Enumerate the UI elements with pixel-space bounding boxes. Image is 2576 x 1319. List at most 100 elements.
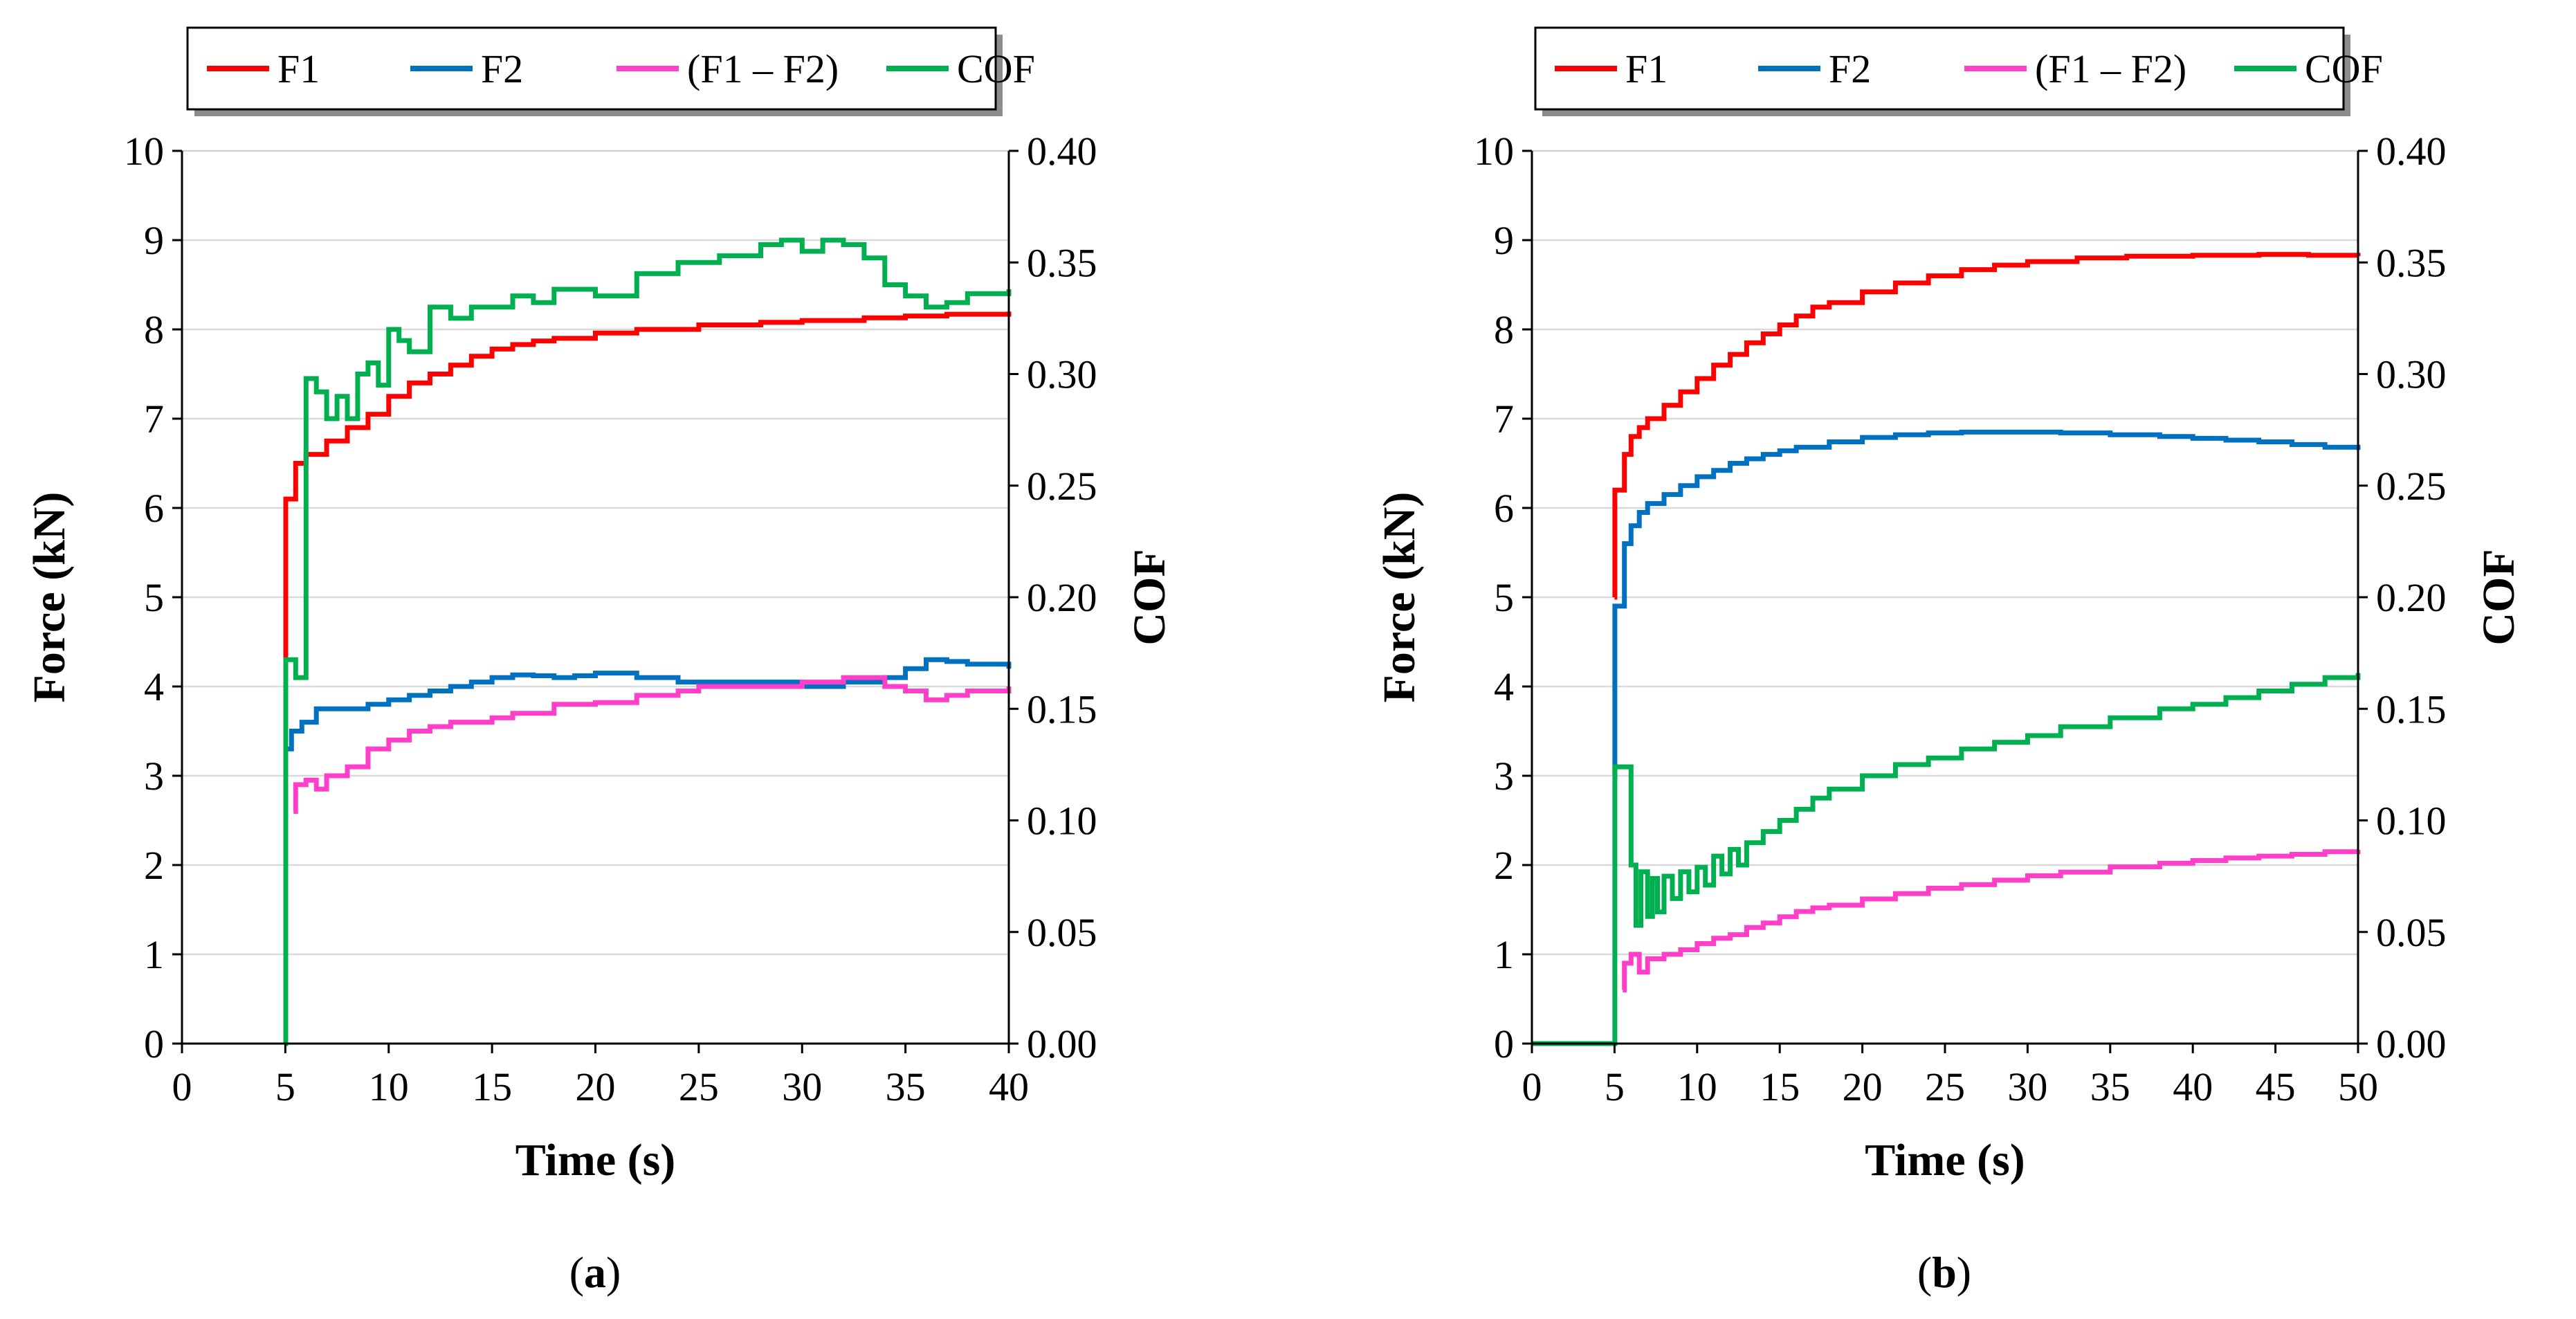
legend-box [1534,26,2345,111]
axes [1522,149,2368,1053]
y-tick-label: 7 [1494,397,1514,442]
y2-tick-label: 0.30 [1027,352,1097,397]
x-tick-label: 10 [1677,1064,1717,1109]
x-tick-labels: 0 5 10 15 20 25 30 35 40 [172,1064,1030,1109]
y2-axis-title: COF [2474,549,2524,645]
y2-tick-label: 0.15 [1027,686,1097,731]
y-tick-label: 4 [144,664,164,709]
y2-tick-labels: 0.00 0.05 0.10 0.15 0.20 0.25 0.30 0.35 0.40 [2376,129,2447,1066]
y-tick-label: 4 [1494,664,1514,709]
caption-letter: b [1932,1248,1957,1297]
x-tick-label: 30 [782,1064,822,1109]
y-tick-label: 5 [144,575,164,620]
x-tick-label: 0 [172,1064,192,1109]
y2-tick-label: 0.00 [2376,1021,2447,1066]
y2-tick-label: 0.40 [2376,129,2447,174]
y-tick-label: 8 [144,307,164,352]
x-tick-label: 40 [989,1064,1029,1109]
legend: F1 F2 (F1 – F2) COF [1534,26,2383,116]
x-tick-label: 15 [1760,1064,1800,1109]
y-tick-label: 2 [1494,843,1514,888]
y-tick-label: 5 [1494,575,1514,620]
y-tick-label: 3 [1494,754,1514,799]
legend-label: (F1 – F2) [2035,46,2186,91]
series-group [283,237,1012,1046]
y-axis-title: Force (kN) [24,492,75,703]
x-tick-label: 35 [2090,1064,2130,1109]
y-tick-label: 1 [144,932,164,977]
x-tick-label: 0 [1522,1064,1542,1109]
y2-tick-label: 0.20 [2376,575,2447,620]
series-line-cof [1532,673,2361,1046]
y2-tick-label: 0.10 [2376,799,2447,844]
x-tick-label: 25 [679,1064,719,1109]
y-tick-labels: 0 1 2 3 4 5 6 7 8 9 10 [1474,129,1514,1066]
y-tick-label: 2 [144,843,164,888]
x-tick-label: 15 [472,1064,512,1109]
legend-label: COF [2305,46,2383,91]
y-tick-label: 0 [1494,1021,1514,1066]
x-tick-label: 10 [369,1064,409,1109]
y2-tick-label: 0.00 [1027,1021,1097,1066]
legend: F1 F2 (F1 – F2) COF [186,26,1035,116]
legend-label: COF [957,46,1035,91]
y2-tick-label: 0.40 [1027,129,1097,174]
series-line-f1 [283,311,1012,662]
caption-letter: a [584,1248,606,1297]
y2-tick-label: 0.25 [2376,464,2447,509]
x-axis-title: Time (s) [1865,1135,2025,1185]
y2-tick-label: 0.35 [1027,240,1097,285]
series-line-cof [283,237,1012,1046]
y2-tick-label: 0.15 [2376,686,2447,731]
y-tick-label: 0 [144,1021,164,1066]
x-tick-label: 45 [2256,1064,2296,1109]
legend-label: F2 [1829,46,1871,91]
series-group [1532,252,2361,1046]
series-line-f2 [1612,429,2361,779]
y-tick-label: 8 [1494,307,1514,352]
series-line-f1-f2 [293,675,1012,815]
y-axis-title: Force (kN) [1374,492,1425,703]
y-tick-label: 3 [144,754,164,799]
series-line-f1-f2 [1622,849,2361,993]
series-line-f2 [285,657,1012,752]
x-tick-label: 20 [1843,1064,1883,1109]
legend-label: F2 [481,46,523,91]
x-tick-label: 5 [275,1064,295,1109]
x-tick-label: 35 [886,1064,926,1109]
y-tick-labels: 0 1 2 3 4 5 6 7 8 9 10 [124,129,164,1066]
y2-tick-label: 0.05 [1027,910,1097,955]
panel-caption: (a) [569,1248,621,1297]
x-tick-label: 20 [576,1064,616,1109]
x-tick-labels: 0 5 10 15 20 25 30 35 40 45 50 [1522,1064,2379,1109]
legend-label: F1 [1625,46,1668,91]
x-tick-label: 50 [2338,1064,2378,1109]
y2-axis-title: COF [1124,549,1175,645]
legend-box [186,26,997,111]
x-tick-label: 25 [1925,1064,1965,1109]
y2-tick-label: 0.35 [2376,240,2447,285]
y2-tick-label: 0.25 [1027,464,1097,509]
x-tick-label: 5 [1605,1064,1625,1109]
series-line-f1 [1612,252,2361,600]
y2-tick-labels: 0.00 0.05 0.10 0.15 0.20 0.25 0.30 0.35 0.40 [1027,129,1097,1066]
y2-tick-label: 0.05 [2376,910,2447,955]
x-tick-label: 30 [2007,1064,2047,1109]
y2-tick-label: 0.10 [1027,799,1097,844]
y-tick-label: 10 [1474,129,1514,174]
x-tick-label: 40 [2173,1064,2213,1109]
panel-caption: (b) [1917,1248,1971,1297]
y-tick-label: 6 [1494,486,1514,531]
y-tick-label: 1 [1494,932,1514,977]
y-tick-label: 6 [144,486,164,531]
x-axis-title: Time (s) [515,1135,676,1185]
legend-label: F1 [277,46,320,91]
y-tick-label: 10 [124,129,164,174]
legend-label: (F1 – F2) [687,46,839,91]
y-tick-label: 9 [1494,218,1514,263]
y-tick-label: 9 [144,218,164,263]
